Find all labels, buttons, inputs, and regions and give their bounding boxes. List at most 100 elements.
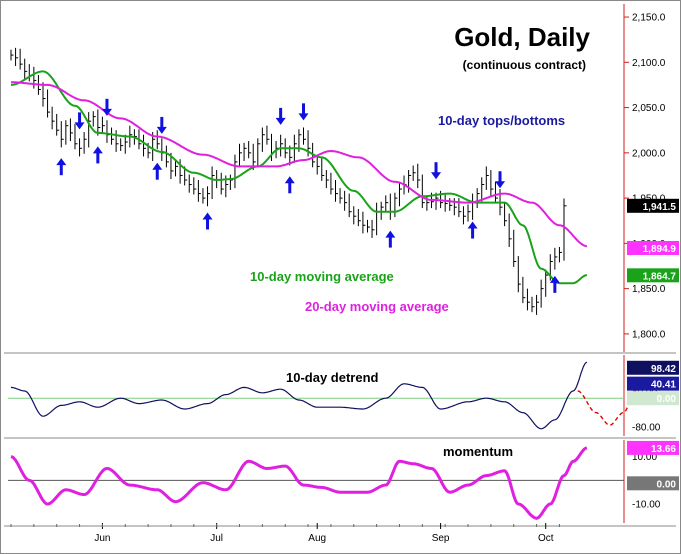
price-y-tick-label: 1,850.0 [632, 284, 666, 295]
price-bar [385, 195, 389, 213]
x-axis: Jun Jul Aug Sep Oct [4, 523, 676, 544]
last-price-badge-text: 1,941.5 [643, 202, 677, 213]
x-tick-label: Sep [432, 533, 450, 544]
price-bar [88, 112, 92, 148]
bottom-arrow-head [56, 158, 67, 166]
price-bar [15, 47, 19, 66]
ma20-badge-text: 1,894.9 [643, 244, 677, 255]
momentum-title: momentum [443, 444, 513, 459]
price-bar [540, 279, 544, 308]
price-bar [462, 206, 466, 225]
price-bar [280, 134, 284, 157]
price-panel: 2,150.02,100.02,050.02,000.01,950.01,900… [10, 4, 679, 352]
top-arrow [74, 112, 85, 130]
price-bar [211, 166, 215, 200]
top-arrow [495, 171, 506, 189]
bottom-arrow-head [385, 230, 396, 238]
price-bar [476, 188, 480, 209]
momentum-panel: 10.00 -10.00 13.66 0.00 [4, 437, 679, 523]
price-bar [65, 120, 69, 145]
momentum-y-tick-label: 10.00 [632, 452, 657, 463]
price-bar [243, 142, 247, 161]
top-arrow [298, 103, 309, 121]
price-bar [10, 49, 14, 61]
detrend-current-badge-box [627, 376, 679, 391]
bottom-arrow [549, 275, 560, 293]
momentum-line [10, 446, 588, 520]
top-arrow [275, 107, 286, 125]
price-bar [490, 170, 494, 198]
price-bar [175, 160, 179, 177]
bottom-arrow-head [202, 212, 213, 220]
price-bar [348, 193, 352, 218]
chart-title: Gold, Daily [454, 22, 590, 52]
bottom-arrow [284, 176, 295, 194]
price-bar [248, 141, 252, 159]
x-tick-label: Aug [308, 533, 326, 544]
price-bar [51, 106, 55, 130]
price-bar [220, 172, 224, 195]
ma10-badge: 1,864.7 [627, 268, 679, 283]
price-bar [339, 188, 343, 204]
momentum-zero-badge-text: 0.00 [657, 479, 677, 490]
bottom-arrow-head [152, 162, 163, 170]
momentum-current-badge-box [627, 440, 679, 455]
price-bar [207, 186, 211, 207]
top-arrow-head [74, 122, 85, 130]
detrend-line [10, 361, 588, 430]
price-bar [449, 198, 453, 211]
price-bar [143, 134, 147, 157]
price-y-tick-label: 2,150.0 [632, 13, 666, 24]
detrend-y-tick-label: -80.00 [632, 423, 661, 434]
bottom-arrow-head [92, 146, 103, 154]
price-bar [426, 195, 430, 211]
price-bar [513, 229, 517, 267]
top-arrow-head [298, 113, 309, 121]
ma20-badge: 1,894.9 [627, 240, 679, 255]
last-price-badge-box [627, 198, 679, 213]
price-bar [124, 134, 128, 154]
bottom-arrow [202, 212, 213, 230]
price-bar [362, 211, 366, 234]
momentum-zero-badge-box [627, 476, 679, 491]
price-bar [193, 177, 197, 195]
top-arrow-head [101, 108, 112, 116]
price-bar [421, 174, 425, 209]
price-bar [394, 192, 398, 218]
annotation-ma20: 20-day moving average [305, 299, 449, 314]
price-bar [408, 170, 412, 193]
price-bar [357, 208, 361, 227]
price-bar [517, 256, 521, 293]
price-y-tick-label: 2,100.0 [632, 58, 666, 69]
price-bar [266, 125, 270, 145]
bottom-arrow [385, 230, 396, 248]
price-bar [101, 116, 105, 133]
price-bar [554, 247, 558, 270]
price-bar [366, 219, 370, 233]
price-bar [494, 181, 498, 204]
momentum-current-badge: 13.66 [627, 440, 679, 455]
price-bar [504, 201, 508, 227]
price-bar [344, 190, 348, 211]
ma20-badge-box [627, 240, 679, 255]
price-bar [197, 180, 201, 202]
top-arrow-head [431, 172, 442, 180]
detrend-current-badge: 40.41 [627, 376, 679, 391]
price-bar [481, 177, 485, 202]
price-bar [19, 48, 23, 70]
ma10-line [11, 70, 587, 285]
top-arrow-head [275, 117, 286, 125]
price-bar [302, 127, 306, 145]
annotation-tops-bottoms: 10-day tops/bottoms [438, 113, 565, 128]
price-bar [545, 269, 549, 297]
bottom-arrow-head [467, 221, 478, 229]
price-bar [120, 138, 124, 152]
bottom-arrow [56, 158, 67, 176]
top-arrow-head [156, 126, 167, 134]
x-tick-label: Jul [210, 533, 223, 544]
price-bar [56, 113, 60, 136]
detrend-zero-badge-box [627, 391, 679, 406]
